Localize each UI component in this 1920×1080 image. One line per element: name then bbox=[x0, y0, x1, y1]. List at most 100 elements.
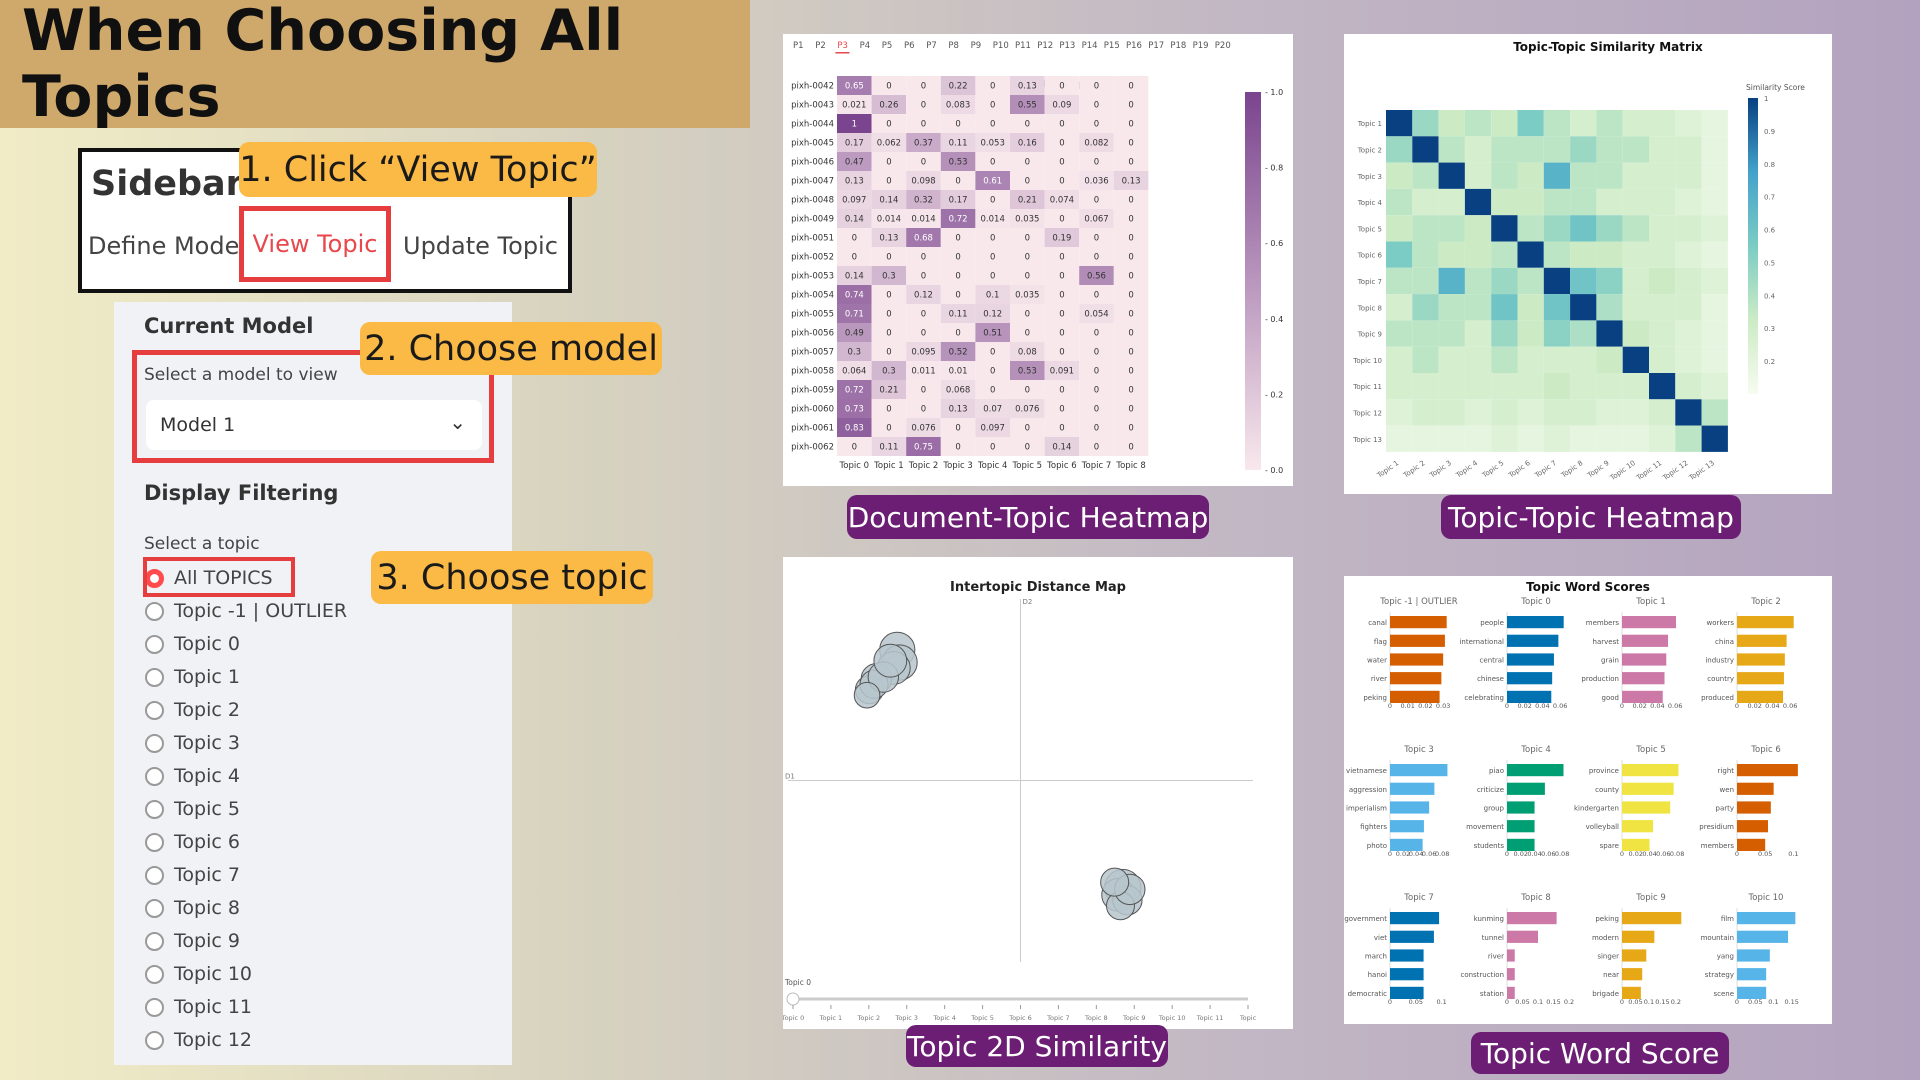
radio-icon[interactable] bbox=[145, 1030, 164, 1050]
cell-label: 0 bbox=[852, 234, 857, 244]
radio-icon[interactable] bbox=[145, 832, 164, 852]
x-tick-label: Topic 9 bbox=[1585, 459, 1610, 480]
word-label: criticize bbox=[1477, 786, 1504, 794]
heatmap-cell bbox=[1386, 399, 1413, 426]
topic-radio-topic-1[interactable]: Topic 1 bbox=[145, 664, 240, 690]
topic-radio-topic-9[interactable]: Topic 9 bbox=[145, 928, 240, 954]
radio-icon[interactable] bbox=[145, 667, 164, 687]
cell-label: 0 bbox=[1059, 405, 1064, 415]
radio-icon[interactable] bbox=[145, 766, 164, 786]
slider-tick-label: Topic 5 bbox=[970, 1014, 994, 1022]
heatmap-cell bbox=[1113, 209, 1149, 228]
cell-label: 0.062 bbox=[877, 139, 901, 149]
cell-label: 0 bbox=[1025, 443, 1030, 453]
heatmap-cell bbox=[1675, 188, 1702, 216]
word-bar bbox=[1622, 912, 1682, 925]
radio-icon[interactable] bbox=[145, 931, 164, 951]
y-axis-label: D2 bbox=[1023, 598, 1033, 606]
topic-radio-topic-3[interactable]: Topic 3 bbox=[145, 730, 240, 756]
cell-label: 0 bbox=[1128, 158, 1133, 168]
topic-radio-topic-8[interactable]: Topic 8 bbox=[145, 895, 240, 921]
tick-label: 0.05 bbox=[1628, 998, 1642, 1006]
topic-radio-topic-2[interactable]: Topic 2 bbox=[145, 697, 240, 723]
radio-icon[interactable] bbox=[145, 997, 164, 1017]
heatmap-cell bbox=[975, 418, 1010, 437]
radio-icon[interactable] bbox=[145, 700, 164, 720]
cell-label: 0.068 bbox=[946, 386, 970, 396]
heatmap-cell bbox=[837, 361, 872, 380]
heatmap-cell bbox=[1044, 361, 1080, 380]
cell-label: 0.035 bbox=[1015, 291, 1039, 301]
heatmap-cell bbox=[1543, 110, 1571, 137]
tab-define-model[interactable]: Define Model bbox=[88, 232, 247, 260]
heatmap-cell bbox=[1079, 342, 1114, 361]
topic-radio-topic-0[interactable]: Topic 0 bbox=[145, 631, 240, 657]
topic-radio-topic-1-outlier[interactable]: Topic -1 | OUTLIER bbox=[145, 598, 347, 624]
topic-radio-topic-7[interactable]: Topic 7 bbox=[145, 862, 240, 888]
heatmap-cell bbox=[940, 228, 976, 247]
radio-icon[interactable] bbox=[145, 634, 164, 654]
topic-radio-topic-5[interactable]: Topic 5 bbox=[145, 796, 240, 822]
radio-icon[interactable] bbox=[145, 964, 164, 984]
page-tab: P20 bbox=[1215, 41, 1231, 51]
topic-word-scores: Topic Word Scores Topic -1 | OUTLIER canal… bbox=[1344, 580, 1799, 1006]
radio-icon[interactable] bbox=[145, 799, 164, 819]
caption-document-topic: Document-Topic Heatmap bbox=[847, 495, 1209, 539]
heatmap-cell bbox=[1491, 373, 1518, 400]
cell-label: 0 bbox=[1128, 310, 1133, 320]
topic-radio-topic-4[interactable]: Topic 4 bbox=[145, 763, 240, 789]
cell-label: 0.74 bbox=[845, 291, 864, 301]
heatmap-cell bbox=[1386, 267, 1413, 295]
radio-icon[interactable] bbox=[145, 733, 164, 753]
radio-icon[interactable] bbox=[145, 898, 164, 918]
topic-bubble bbox=[853, 681, 881, 709]
colorbar-tick: 0.2 bbox=[1764, 358, 1775, 366]
heatmap-cell bbox=[1079, 266, 1114, 285]
panel-title: Topic 6 bbox=[1750, 745, 1781, 755]
word-bar bbox=[1622, 930, 1655, 943]
heatmap-cell bbox=[1701, 110, 1728, 137]
cell-label: 0 bbox=[852, 253, 857, 263]
cell-label: 0.076 bbox=[1015, 405, 1039, 415]
tick-label: 0.04 bbox=[1642, 850, 1656, 858]
heatmap-cell bbox=[871, 266, 907, 285]
radio-icon[interactable] bbox=[145, 865, 164, 885]
heatmap-cell bbox=[940, 76, 976, 95]
model-select[interactable]: Model 1 ⌄ bbox=[146, 400, 482, 450]
heatmap-cell bbox=[1044, 437, 1080, 456]
heatmap-cell bbox=[1649, 425, 1676, 452]
cell-label: 0 bbox=[990, 367, 995, 377]
tab-view-topic[interactable]: View Topic bbox=[239, 206, 391, 282]
heatmap-cell bbox=[1079, 190, 1114, 209]
cell-label: 0 bbox=[1025, 253, 1030, 263]
tick-label: 0 bbox=[1505, 998, 1509, 1006]
heatmap-cell bbox=[1113, 171, 1149, 190]
word-label: strategy bbox=[1705, 971, 1734, 979]
radio-label: Topic 10 bbox=[174, 963, 253, 985]
radio-icon[interactable] bbox=[145, 601, 164, 621]
radio-icon[interactable] bbox=[145, 568, 164, 588]
model-select-value: Model 1 bbox=[160, 414, 236, 436]
word-bar bbox=[1390, 838, 1423, 851]
active-page-underline bbox=[835, 52, 850, 54]
heatmap-cell bbox=[1701, 425, 1728, 452]
x-tick-label: Topic 5 bbox=[1480, 459, 1505, 480]
heatmap-cell bbox=[1649, 110, 1676, 137]
word-bar bbox=[1390, 912, 1440, 925]
heatmap-cell bbox=[1543, 373, 1571, 400]
heatmap-cell bbox=[837, 209, 872, 228]
heatmap-cell bbox=[1079, 437, 1114, 456]
topic-radio-topic-10[interactable]: Topic 10 bbox=[145, 961, 252, 987]
topic-radio-topic-11[interactable]: Topic 11 bbox=[145, 994, 252, 1020]
cell-label: 0.3 bbox=[882, 272, 896, 282]
cell-label: 0.61 bbox=[983, 177, 1002, 187]
cell-label: 0 bbox=[990, 196, 995, 206]
topic-radio-all-topics[interactable]: All TOPICS bbox=[145, 565, 273, 591]
tick-label: 0 bbox=[1505, 702, 1509, 710]
heatmap-cell bbox=[906, 266, 941, 285]
word-bar bbox=[1507, 690, 1552, 703]
topic-radio-topic-12[interactable]: Topic 12 bbox=[145, 1027, 252, 1053]
x-tick-label: Topic 1 bbox=[1375, 459, 1400, 480]
topic-radio-topic-6[interactable]: Topic 6 bbox=[145, 829, 240, 855]
tab-update-topic[interactable]: Update Topic bbox=[403, 232, 558, 260]
